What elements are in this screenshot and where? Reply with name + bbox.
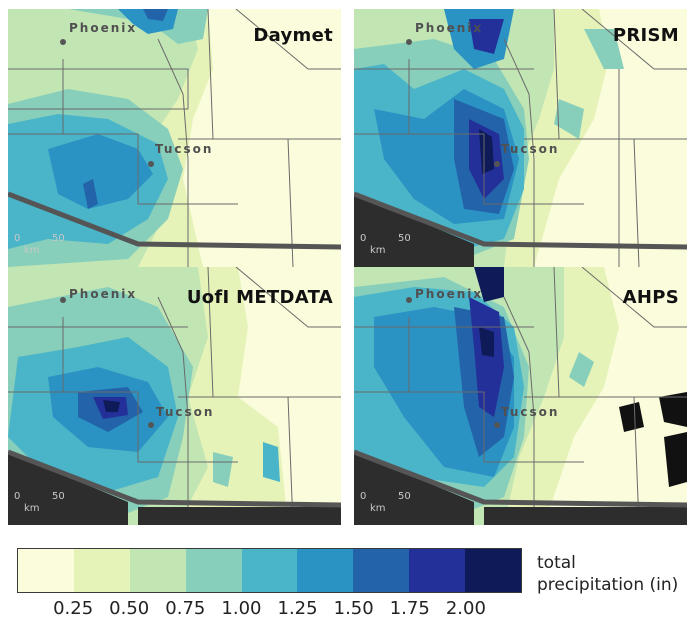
scale-zero: 0 [14,233,21,244]
legend-tick: 0.75 [165,598,206,619]
map-panel-uofi-metdata: Phoenix Tucson UofI METDATA 0 50 km [8,267,341,525]
precip-map-uofi-metdata [8,267,341,525]
legend-tick: 1.25 [277,598,318,619]
panel-title-daymet: Daymet [253,25,333,46]
legend-swatch [409,549,466,592]
legend-swatch [465,549,522,592]
legend-tick: 2.00 [445,598,486,619]
scale-fifty: 50 [398,233,411,244]
scale-zero: 0 [360,233,367,244]
city-label-phoenix: Phoenix [69,287,138,301]
scale-bar: 0 50 km [14,233,74,257]
phoenix-marker [60,39,66,45]
tucson-marker [494,422,500,428]
legend-tick: 1.75 [389,598,430,619]
legend-title-line1: total [537,553,576,573]
scale-zero: 0 [360,491,367,502]
legend-swatch [18,549,74,592]
city-label-tucson: Tucson [156,405,215,419]
precip-map-daymet [8,9,341,267]
tucson-marker [148,422,154,428]
legend-tick: 0.25 [53,598,94,619]
scale-bar: 0 50 km [360,233,420,257]
scale-unit: km [24,503,40,514]
phoenix-marker [406,39,412,45]
city-label-phoenix: Phoenix [69,21,138,35]
legend-swatch [353,549,410,592]
map-panel-daymet: Phoenix Tucson Daymet 0 50 km [8,9,341,267]
scale-fifty: 50 [52,491,65,502]
legend-swatch [73,549,130,592]
legend-title-line2: precipitation (in) [537,575,679,595]
panel-title-ahps: AHPS [622,287,679,308]
legend-swatch [241,549,298,592]
city-label-tucson: Tucson [501,142,560,156]
scale-bar: 0 50 km [14,491,74,515]
legend-swatch [185,549,242,592]
phoenix-marker [406,297,412,303]
legend-tick: 0.50 [109,598,150,619]
precipitation-color-legend [17,548,522,593]
scale-bar: 0 50 km [360,491,420,515]
city-label-tucson: Tucson [155,142,214,156]
scale-zero: 0 [14,491,21,502]
city-label-tucson: Tucson [501,405,560,419]
legend-title: total precipitation (in) [537,552,678,596]
legend-swatch [129,549,186,592]
phoenix-marker [60,297,66,303]
tucson-marker [148,161,154,167]
scale-fifty: 50 [398,491,411,502]
scale-unit: km [24,245,40,256]
panel-title-prism: PRISM [612,25,679,46]
legend-tick-labels: 0.25 0.50 0.75 1.00 1.25 1.50 1.75 2.00 [0,598,687,622]
map-panel-ahps: Phoenix Tucson AHPS 0 50 km [354,267,687,525]
panel-title-uofi-metdata: UofI METDATA [186,287,333,308]
legend-tick: 1.50 [333,598,374,619]
city-label-phoenix: Phoenix [415,21,484,35]
legend-tick: 1.00 [221,598,262,619]
precip-map-prism [354,9,687,267]
scale-fifty: 50 [52,233,65,244]
city-label-phoenix: Phoenix [415,287,484,301]
legend-swatch [297,549,354,592]
map-panel-prism: Phoenix Tucson PRISM 0 50 km [354,9,687,267]
tucson-marker [494,161,500,167]
scale-unit: km [370,245,386,256]
scale-unit: km [370,503,386,514]
precip-map-ahps [354,267,687,525]
